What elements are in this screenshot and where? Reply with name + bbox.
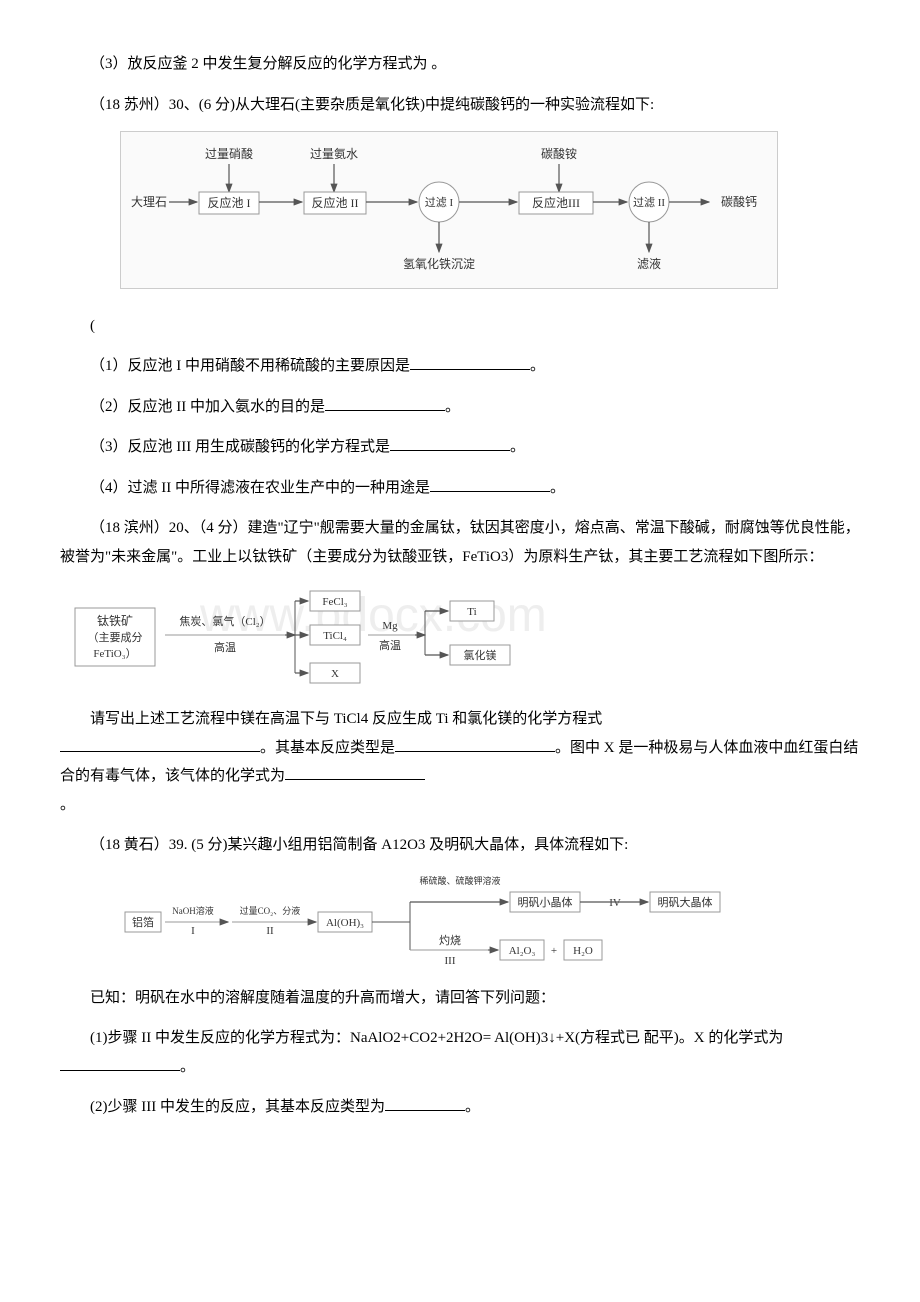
svg-text:大理石: 大理石 (131, 195, 167, 209)
svg-text:III: III (445, 955, 456, 967)
svg-text:铝箔: 铝箔 (132, 915, 154, 929)
svg-text:明矾小晶体: 明矾小晶体 (518, 895, 573, 909)
svg-text:II: II (266, 925, 274, 937)
svg-text:氢氧化铁沉淀: 氢氧化铁沉淀 (403, 256, 475, 271)
svg-text:（主要成分: （主要成分 (88, 631, 143, 644)
binzhou-intro: （18 滨州）20、（4 分）建造"辽宁"舰需要大量的金属钛，钛因其密度小，熔点… (60, 514, 860, 571)
svg-text:Al₂O₃: Al₂O₃ (509, 945, 536, 957)
svg-text:I: I (191, 925, 195, 937)
suzhou-q4: （4）过滤 II 中所得滤液在农业生产中的一种用途是。 (60, 474, 860, 503)
huangshi-diagram: 铝箔 NaOH溶液 I 过量CO₂、分液 II Al(OH)₃ 稀硫酸、硫酸钾溶… (120, 872, 860, 972)
svg-text:灼烧: 灼烧 (439, 933, 461, 947)
svg-text:反应池 II: 反应池 II (312, 195, 359, 210)
svg-text:高温: 高温 (214, 640, 236, 654)
svg-text:IV: IV (609, 897, 621, 909)
svg-text:反应池III: 反应池III (532, 195, 580, 210)
svg-text:反应池 I: 反应池 I (208, 195, 251, 210)
svg-text:Mg: Mg (382, 620, 398, 632)
svg-text:TiCl₄: TiCl₄ (323, 630, 347, 642)
binzhou-diagram: 钛铁矿 （主要成分 FeTiO₃） 焦炭、氯气（Cl₂） 高温 FeCl₃ Ti… (70, 583, 860, 693)
huangshi-q1: (1)步骤 II 中发生反应的化学方程式为：NaAlO2+CO2+2H2O= A… (60, 1024, 860, 1081)
suzhou-q3: （3）反应池 III 用生成碳酸钙的化学方程式是。 (60, 433, 860, 462)
svg-text:H₂O: H₂O (573, 945, 593, 957)
svg-text:氯化镁: 氯化镁 (464, 648, 497, 662)
svg-text:明矾大晶体: 明矾大晶体 (658, 895, 713, 909)
svg-text:钛铁矿: 钛铁矿 (97, 613, 133, 628)
suzhou-diagram: 过量硝酸 过量氨水 碳酸铵 大理石 反应池 I 反应池 II 过滤 I 反应池I… (120, 131, 860, 300)
svg-text:+: + (551, 945, 557, 957)
svg-text:高温: 高温 (379, 638, 401, 652)
svg-text:FeCl₃: FeCl₃ (322, 596, 347, 608)
binzhou-question: 请写出上述工艺流程中镁在高温下与 TiCl4 反应生成 Ti 和氯化镁的化学方程… (60, 705, 860, 819)
question-3: （3）放反应釜 2 中发生复分解反应的化学方程式为 。 (60, 50, 860, 79)
svg-text:X: X (331, 668, 339, 680)
svg-text:过滤 I: 过滤 I (425, 196, 454, 209)
suzhou-q2: （2）反应池 II 中加入氨水的目的是。 (60, 393, 860, 422)
svg-text:过量氨水: 过量氨水 (310, 147, 358, 161)
svg-text:过滤 II: 过滤 II (633, 196, 665, 209)
svg-text:过量硝酸: 过量硝酸 (205, 146, 253, 161)
svg-text:NaOH溶液: NaOH溶液 (172, 905, 214, 916)
svg-text:Al(OH)₃: Al(OH)₃ (326, 917, 364, 929)
svg-text:FeTiO₃）: FeTiO₃） (93, 647, 136, 660)
svg-text:稀硫酸、硫酸钾溶液: 稀硫酸、硫酸钾溶液 (419, 875, 500, 886)
svg-text:滤液: 滤液 (637, 256, 661, 271)
huangshi-intro: （18 黄石）39. (5 分)某兴趣小组用铝简制备 A12O3 及明矾大晶体，… (60, 831, 860, 860)
svg-text:过量CO₂、分液: 过量CO₂、分液 (240, 905, 301, 916)
huangshi-q2: (2)少骤 III 中发生的反应，其基本反应类型为。 (60, 1093, 860, 1122)
svg-text:碳酸铵: 碳酸铵 (541, 146, 577, 161)
svg-text:碳酸钙: 碳酸钙 (721, 194, 757, 209)
suzhou-intro: （18 苏州）30、(6 分)从大理石(主要杂质是氧化铁)中提纯碳酸钙的一种实验… (60, 91, 860, 120)
svg-text:Ti: Ti (467, 606, 476, 618)
suzhou-paren: ( (60, 312, 860, 341)
svg-text:焦炭、氯气（Cl₂）: 焦炭、氯气（Cl₂） (179, 614, 270, 628)
suzhou-q1: （1）反应池 I 中用硝酸不用稀硫酸的主要原因是。 (60, 352, 860, 381)
huangshi-known: 已知：明矾在水中的溶解度随着温度的升高而增大，请回答下列问题： (60, 984, 860, 1013)
